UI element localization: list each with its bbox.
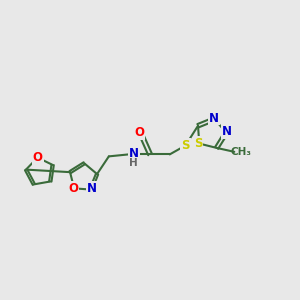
Text: N: N (222, 125, 232, 138)
Text: O: O (134, 126, 144, 139)
Text: O: O (68, 182, 78, 195)
Text: H: H (130, 158, 138, 168)
Text: S: S (181, 139, 190, 152)
Text: N: N (129, 147, 139, 160)
Text: S: S (194, 137, 202, 150)
Text: CH₃: CH₃ (231, 147, 252, 157)
Text: N: N (208, 112, 219, 124)
Text: N: N (87, 182, 97, 195)
Text: O: O (33, 151, 43, 164)
